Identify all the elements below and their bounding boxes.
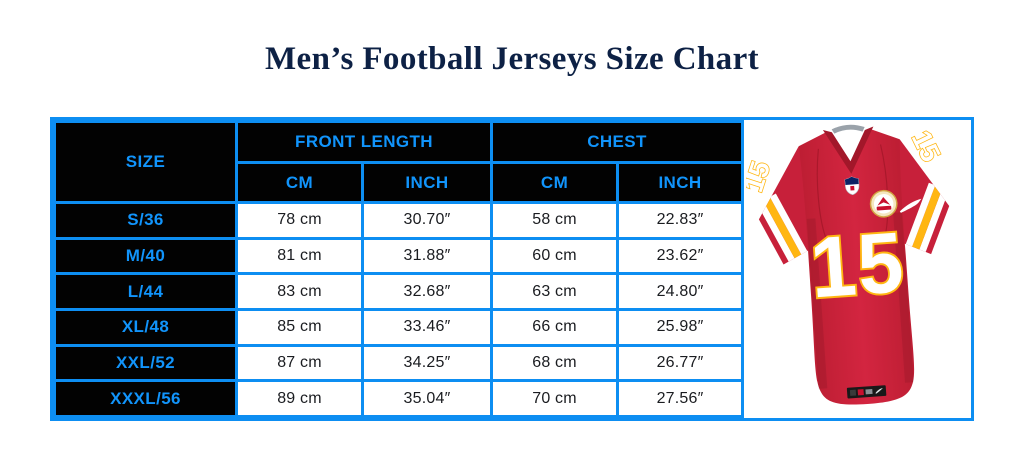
chest-cm: 63 cm	[490, 272, 620, 311]
chest-inch: 24.80″	[616, 272, 745, 311]
chest-inch: 23.62″	[616, 236, 745, 276]
size-label: XXXL/56	[53, 379, 238, 418]
back-collar	[831, 124, 865, 134]
chiefs-patch-icon	[869, 189, 898, 218]
front-length-cm: 89 cm	[235, 379, 364, 418]
subheader-front-cm: CM	[235, 161, 364, 204]
chest-cm: 68 cm	[490, 343, 620, 383]
front-length-cm: 78 cm	[235, 201, 364, 240]
table-row: XL/48 85 cm 33.46″ 66 cm 25.98″	[53, 307, 745, 347]
size-label: S/36	[53, 201, 238, 240]
size-label: M/40	[53, 236, 238, 276]
table-row: S/36 78 cm 30.70″ 58 cm 22.83″	[53, 201, 745, 240]
jersey-image: 15 15 15	[746, 124, 949, 405]
table-row: XXXL/56 89 cm 35.04″ 70 cm 27.56″	[53, 379, 745, 418]
front-length-inch: 32.68″	[360, 272, 494, 311]
column-group-chest: CHEST	[490, 120, 745, 164]
table-row: L/44 83 cm 32.68″ 63 cm 24.80″	[53, 272, 745, 311]
table-row: M/40 81 cm 31.88″ 60 cm 23.62″	[53, 236, 745, 276]
front-length-cm: 81 cm	[235, 236, 364, 276]
front-length-inch: 35.04″	[360, 379, 494, 418]
column-group-front-length: FRONT LENGTH	[234, 120, 494, 164]
chest-cm: 66 cm	[490, 307, 620, 347]
left-shoulder-number: 15	[746, 157, 776, 195]
jocktag	[846, 385, 886, 399]
front-length-inch: 30.70″	[360, 201, 494, 240]
page-title: Men’s Football Jerseys Size Chart	[264, 41, 760, 77]
subheader-chest-inch: INCH	[616, 161, 745, 204]
chest-cm: 70 cm	[490, 379, 620, 418]
chest-inch: 25.98″	[616, 307, 745, 347]
size-label: XXL/52	[53, 343, 238, 383]
chest-cm: 60 cm	[490, 236, 620, 276]
chest-inch: 27.56″	[616, 379, 745, 418]
size-label: L/44	[53, 272, 238, 311]
jersey-chest-number: 15	[807, 213, 908, 316]
nfl-shield-icon	[844, 176, 859, 196]
front-length-inch: 31.88″	[360, 236, 494, 276]
chest-cm: 58 cm	[490, 201, 620, 240]
size-chart-panel: SIZE FRONT LENGTH CHEST CM INCH CM INCH …	[50, 117, 974, 421]
v-neck-collar	[822, 126, 873, 174]
chest-inch: 22.83″	[616, 201, 745, 240]
right-sleeve-stripes	[899, 182, 949, 258]
jersey-photo-panel: 15 15 15	[744, 120, 971, 418]
size-chart-table: SIZE FRONT LENGTH CHEST CM INCH CM INCH …	[53, 120, 745, 418]
front-length-inch: 34.25″	[360, 343, 494, 383]
subheader-chest-cm: CM	[490, 161, 620, 204]
front-length-cm: 87 cm	[235, 343, 364, 383]
front-length-cm: 85 cm	[235, 307, 364, 347]
front-length-inch: 33.46″	[360, 307, 494, 347]
size-label: XL/48	[53, 307, 238, 347]
table-row: XXL/52 87 cm 34.25″ 68 cm 26.77″	[53, 343, 745, 383]
chest-inch: 26.77″	[616, 343, 745, 383]
column-header-size: SIZE	[53, 120, 238, 204]
nike-swoosh-icon	[899, 198, 921, 213]
subheader-front-inch: INCH	[360, 161, 494, 204]
left-sleeve-stripes	[756, 193, 814, 266]
front-length-cm: 83 cm	[235, 272, 364, 311]
